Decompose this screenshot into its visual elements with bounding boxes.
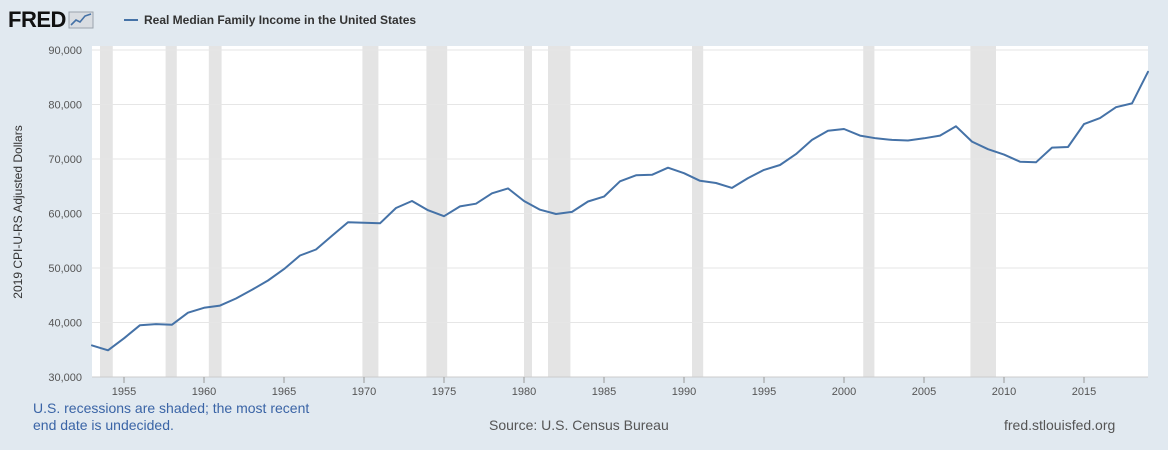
x-tick-label-1965: 1965 <box>272 386 296 398</box>
x-tick-label-2010: 2010 <box>992 386 1016 398</box>
recession-bar-4 <box>426 46 448 377</box>
recession-note: U.S. recessions are shaded; the most rec… <box>33 400 310 433</box>
x-tick-label-2015: 2015 <box>1072 386 1096 398</box>
recession-bar-0 <box>100 46 113 377</box>
recession-bar-6 <box>548 46 571 377</box>
fred-site-link[interactable]: fred.stlouisfed.org <box>1004 417 1116 433</box>
y-tick-label-50000: 50,000 <box>48 263 82 275</box>
legend-series-label: Real Median Family Income in the United … <box>144 13 417 27</box>
y-tick-label-90000: 90,000 <box>48 45 82 57</box>
x-tick-label-1960: 1960 <box>192 386 216 398</box>
y-tick-label-80000: 80,000 <box>48 100 82 112</box>
fred-logo[interactable]: FRED <box>8 6 94 34</box>
x-tick-label-1975: 1975 <box>432 386 456 398</box>
x-tick-label-2005: 2005 <box>912 386 936 398</box>
recession-bar-2 <box>208 46 222 377</box>
series-layer <box>91 70 1149 352</box>
source-text: Source: U.S. Census Bureau <box>489 417 669 433</box>
x-tick-label-1980: 1980 <box>512 386 536 398</box>
axis-layer: 30,000 40,000 50,000 60,000 70,000 80,000 90,0… <box>48 45 1148 398</box>
legend-line-swatch <box>124 19 138 21</box>
recession-bar-3 <box>362 46 379 377</box>
recession-bar-5 <box>524 46 532 377</box>
y-tick-label-60000: 60,000 <box>48 209 82 221</box>
x-tick-label-1955: 1955 <box>112 386 136 398</box>
recession-shading-layer <box>92 46 1148 377</box>
recession-bar-9 <box>970 46 996 377</box>
recession-bar-7 <box>692 46 704 377</box>
chart-legend[interactable]: Real Median Family Income in the United … <box>124 12 416 28</box>
x-tick-label-1970: 1970 <box>352 386 376 398</box>
fred-logo-text: FRED <box>8 7 66 32</box>
y-tick-label-70000: 70,000 <box>48 154 82 166</box>
x-tick-label-1990: 1990 <box>672 386 696 398</box>
x-tick-label-2000: 2000 <box>832 386 856 398</box>
x-tick-label-1985: 1985 <box>592 386 616 398</box>
series-line-0[interactable] <box>91 70 1149 352</box>
y-axis-label: 2019 CPI-U-RS Adjusted Dollars <box>11 125 25 298</box>
y-tick-label-40000: 40,000 <box>48 318 82 330</box>
x-tick-label-1995: 1995 <box>752 386 776 398</box>
y-tick-label-30000: 30,000 <box>48 372 82 384</box>
fred-logo-chart-icon <box>68 11 94 29</box>
recession-bar-1 <box>165 46 177 377</box>
recession-bar-8 <box>863 46 875 377</box>
